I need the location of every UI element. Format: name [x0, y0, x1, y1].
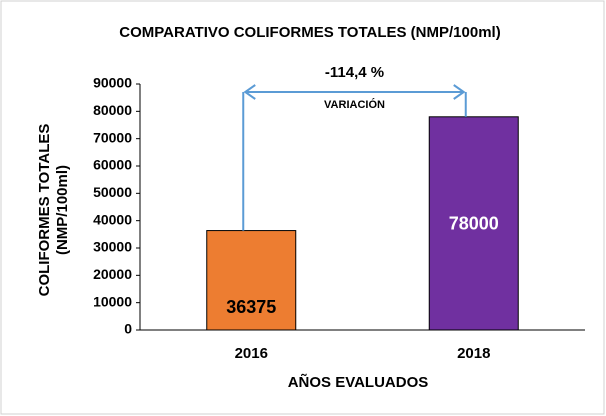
- data-label: 36375: [226, 297, 276, 317]
- arrow-head: [243, 84, 256, 100]
- y-axis-label: (NMP/100ml): [54, 165, 71, 255]
- data-label: 78000: [449, 214, 499, 234]
- y-tick-label: 90000: [93, 75, 132, 91]
- y-tick-label: 70000: [93, 129, 132, 145]
- y-tick-label: 0: [124, 321, 132, 337]
- bar: [206, 230, 297, 331]
- bar: [428, 116, 519, 331]
- annotation: -114,4 %: [325, 64, 384, 81]
- x-tick-label: 2018: [457, 345, 490, 362]
- x-tick-label: 2016: [235, 345, 268, 362]
- y-tick-label: 80000: [93, 102, 132, 118]
- arrow-head: [453, 84, 466, 100]
- chart-title: COMPARATIVO COLIFORMES TOTALES (NMP/100m…: [119, 24, 500, 41]
- y-tick-label: 10000: [93, 293, 132, 309]
- y-tick-label: 20000: [93, 266, 132, 282]
- y-tick-label: 30000: [93, 239, 132, 255]
- y-tick-label: 60000: [93, 157, 132, 173]
- y-tick-label: 40000: [93, 211, 132, 227]
- y-tick-label: 50000: [93, 184, 132, 200]
- y-axis-label: COLIFORMES TOTALES: [36, 124, 53, 297]
- annotation: VARIACIÓN: [324, 98, 385, 111]
- x-axis-label: AÑOS EVALUADOS: [288, 373, 429, 391]
